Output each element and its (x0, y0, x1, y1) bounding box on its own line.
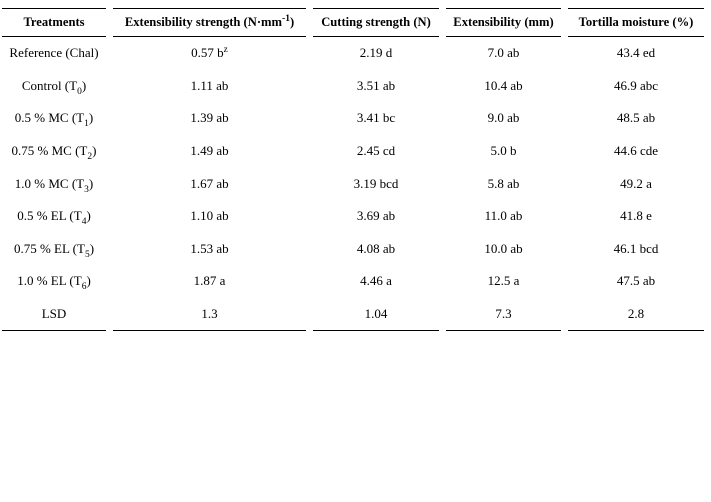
unit-exponent: -1 (282, 14, 290, 24)
table-row-mc-05: 0.5 % MC (T1) 1.39 ab 3.41 bc 9.0 ab 48.… (2, 102, 704, 135)
value-cell: 1.04 (313, 298, 439, 332)
table-row-mc-075: 0.75 % MC (T2) 1.49 ab 2.45 cd 5.0 b 44.… (2, 135, 704, 168)
value-cell: 3.69 ab (356, 208, 396, 224)
value-cell: 1.3 (113, 298, 306, 332)
value-cell: 4.08 ab (356, 240, 396, 256)
table-row-reference: Reference (Chal) 0.57 bz 2.19 d 7.0 ab 4… (2, 37, 704, 70)
value-cell: 2.45 cd (356, 143, 396, 159)
value-cell: 10.0 ab (484, 240, 523, 256)
treatment-subscript: 5 (84, 249, 90, 260)
value-cell: 1.39 ab (190, 110, 229, 126)
col-header-extensibility: Extensibility (mm) (446, 8, 561, 37)
col-header-treatments: Treatments (2, 8, 106, 37)
treatment-subscript: 4 (81, 217, 87, 228)
treatment-cell: 1.0 % EL (T6) (17, 273, 91, 293)
treatment-cell: LSD (2, 298, 106, 332)
table-row-control: Control (T0) 1.11 ab 3.51 ab 10.4 ab 46.… (2, 70, 704, 103)
value-cell: 41.8 e (620, 208, 652, 224)
value-cell: 7.3 (446, 298, 561, 332)
treatment-subscript: 0 (77, 86, 82, 97)
treatment-subscript: 3 (84, 184, 89, 195)
treatment-subscript: 2 (87, 152, 93, 163)
value-cell: 4.46 a (360, 273, 392, 289)
value-cell: 1.87 a (193, 273, 226, 289)
value-cell: 7.0 ab (487, 45, 520, 61)
value-cell: 10.4 ab (484, 77, 523, 93)
value-cell: 47.5 ab (616, 273, 656, 289)
value-cell: 1.53 ab (190, 240, 229, 256)
treatments-results-table: Treatments Extensibility strength (N·mm-… (0, 8, 711, 332)
treatment-subscript: 1 (84, 119, 89, 130)
col-header-label: Extensibility strength (N·mm (124, 15, 283, 29)
treatment-cell: 0.75 % EL (T5) (13, 240, 95, 260)
value-cell: 1.67 ab (190, 175, 229, 191)
value-cell: 49.2 a (620, 175, 652, 191)
value-cell: 43.4 ed (616, 45, 656, 61)
value-cell: 46.9 abc (613, 77, 659, 93)
value-cell: 1.10 ab (190, 208, 229, 224)
value-cell: 0.57 bz (191, 45, 228, 61)
table-row-lsd: LSD 1.3 1.04 7.3 2.8 (2, 298, 704, 332)
treatment-cell: 0.5 % MC (T1) (14, 110, 94, 130)
col-header-extensibility-strength: Extensibility strength (N·mm-1) (113, 8, 306, 37)
table-row-mc-10: 1.0 % MC (T3) 1.67 ab 3.19 bcd 5.8 ab 49… (2, 167, 704, 200)
col-header-label: Extensibility (mm) (453, 15, 554, 29)
value-cell: 5.0 b (490, 143, 517, 159)
treatment-subscript: 6 (81, 282, 87, 293)
col-header-cutting-strength: Cutting strength (N) (313, 8, 439, 37)
col-header-label-suffix: ) (289, 15, 295, 29)
value-cell: 3.41 bc (356, 110, 396, 126)
treatment-cell: Reference (Chal) (9, 45, 99, 61)
table-row-el-075: 0.75 % EL (T5) 1.53 ab 4.08 ab 10.0 ab 4… (2, 233, 704, 266)
col-header-label: Treatments (23, 15, 85, 29)
treatment-cell: 1.0 % MC (T3) (14, 175, 94, 195)
table-row-el-05: 0.5 % EL (T4) 1.10 ab 3.69 ab 11.0 ab 41… (2, 200, 704, 233)
value-cell: 11.0 ab (484, 208, 523, 224)
treatment-cell: Control (T0) (21, 77, 87, 97)
value-cell: 3.19 bcd (353, 175, 399, 191)
treatment-cell: 0.5 % EL (T4) (17, 208, 91, 228)
value-cell: 46.1 bcd (613, 240, 659, 256)
footnote-marker: z (223, 45, 228, 56)
value-cell: 3.51 ab (356, 77, 396, 93)
col-header-tortilla-moisture: Tortilla moisture (%) (568, 8, 704, 37)
value-cell: 1.49 ab (190, 143, 229, 159)
value-cell: 5.8 ab (487, 175, 520, 191)
value-cell: 9.0 ab (487, 110, 520, 126)
value-cell: 2.19 d (359, 45, 393, 61)
header-row: Treatments Extensibility strength (N·mm-… (2, 8, 704, 37)
value-cell: 1.11 ab (190, 77, 229, 93)
col-header-label: Cutting strength (N) (321, 15, 431, 29)
value-cell: 12.5 a (487, 273, 520, 289)
col-header-label: Tortilla moisture (%) (578, 15, 694, 29)
value-cell: 48.5 ab (616, 110, 656, 126)
value-cell: 2.8 (568, 298, 704, 332)
table-row-el-10: 1.0 % EL (T6) 1.87 a 4.46 a 12.5 a 47.5 … (2, 265, 704, 298)
treatment-cell: 0.75 % MC (T2) (11, 143, 97, 163)
value-cell: 44.6 cde (613, 143, 659, 159)
